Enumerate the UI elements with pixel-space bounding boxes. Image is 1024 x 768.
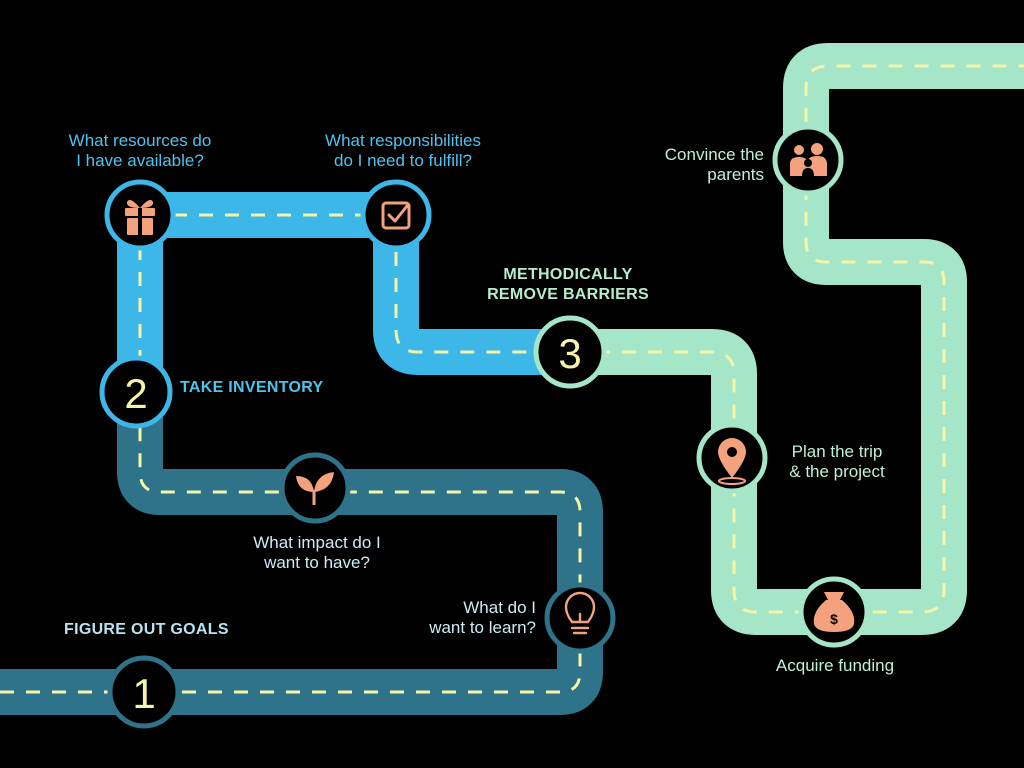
step-impact-label: What impact do I want to have? bbox=[226, 533, 408, 573]
stage-3-title-line2: REMOVE BARRIERS bbox=[487, 286, 649, 303]
stage-3-title-line1: METHODICALLY bbox=[503, 266, 633, 283]
milestone-3: 3 bbox=[533, 315, 607, 389]
step-responsibilities-node bbox=[360, 179, 432, 251]
milestone-3-number: 3 bbox=[558, 330, 581, 377]
step-impact-node bbox=[279, 452, 351, 524]
stage-2-title: TAKE INVENTORY bbox=[180, 379, 324, 396]
step-parents-label: Convince the parents bbox=[630, 145, 764, 185]
milestone-1: 1 bbox=[107, 655, 181, 729]
step-plan-label-line1: Plan the trip bbox=[791, 442, 883, 461]
money-bag-icon: $ bbox=[813, 592, 855, 632]
gift-icon bbox=[125, 200, 155, 235]
checkbox-icon bbox=[381, 201, 411, 230]
milestone-2-number: 2 bbox=[124, 370, 147, 417]
step-plan-label: Plan the trip & the project bbox=[772, 442, 902, 482]
step-learn-label: What do I want to learn? bbox=[380, 598, 536, 638]
step-resources-label-line2: I have available? bbox=[76, 151, 204, 170]
road-dash-teal bbox=[0, 390, 582, 694]
step-resources-label: What resources do I have available? bbox=[40, 131, 240, 171]
step-resources-label-line1: What resources do bbox=[68, 131, 212, 150]
sprout-icon bbox=[296, 472, 334, 505]
step-funding-label: Acquire funding bbox=[752, 656, 918, 676]
step-funding-node: $ bbox=[798, 576, 870, 648]
road-dash-blue bbox=[138, 213, 570, 390]
step-impact-label-line2: want to have? bbox=[264, 553, 370, 572]
step-learn-label-line2: want to learn? bbox=[429, 618, 536, 637]
stage-1-title: FIGURE OUT GOALS bbox=[64, 621, 229, 638]
step-learn-label-line1: What do I bbox=[463, 598, 536, 617]
step-impact-label-line1: What impact do I bbox=[253, 533, 381, 552]
milestone-2: 2 bbox=[99, 355, 173, 429]
step-parents-label-line2: parents bbox=[707, 165, 764, 184]
svg-text:$: $ bbox=[830, 611, 838, 627]
step-parents-node bbox=[772, 124, 844, 196]
family-icon bbox=[790, 143, 827, 176]
step-responsibilities-label-line2: do I need to fulfill? bbox=[334, 151, 472, 170]
road-dash-mint bbox=[570, 64, 1024, 614]
lightbulb-icon bbox=[564, 591, 596, 635]
milestone-1-number: 1 bbox=[132, 670, 155, 717]
step-plan-node bbox=[696, 422, 768, 494]
step-plan-label-line2: & the project bbox=[789, 462, 885, 481]
step-parents-label-line1: Convince the bbox=[664, 145, 764, 164]
step-resources-node bbox=[104, 179, 176, 251]
step-responsibilities-label: What responsibilities do I need to fulfi… bbox=[298, 131, 508, 171]
step-funding-label-line1: Acquire funding bbox=[775, 656, 895, 675]
map-pin-icon bbox=[718, 438, 746, 485]
step-responsibilities-label-line1: What responsibilities bbox=[325, 131, 481, 150]
stage-3-title: METHODICALLY REMOVE BARRIERS bbox=[468, 265, 668, 305]
step-learn-node bbox=[544, 582, 616, 654]
